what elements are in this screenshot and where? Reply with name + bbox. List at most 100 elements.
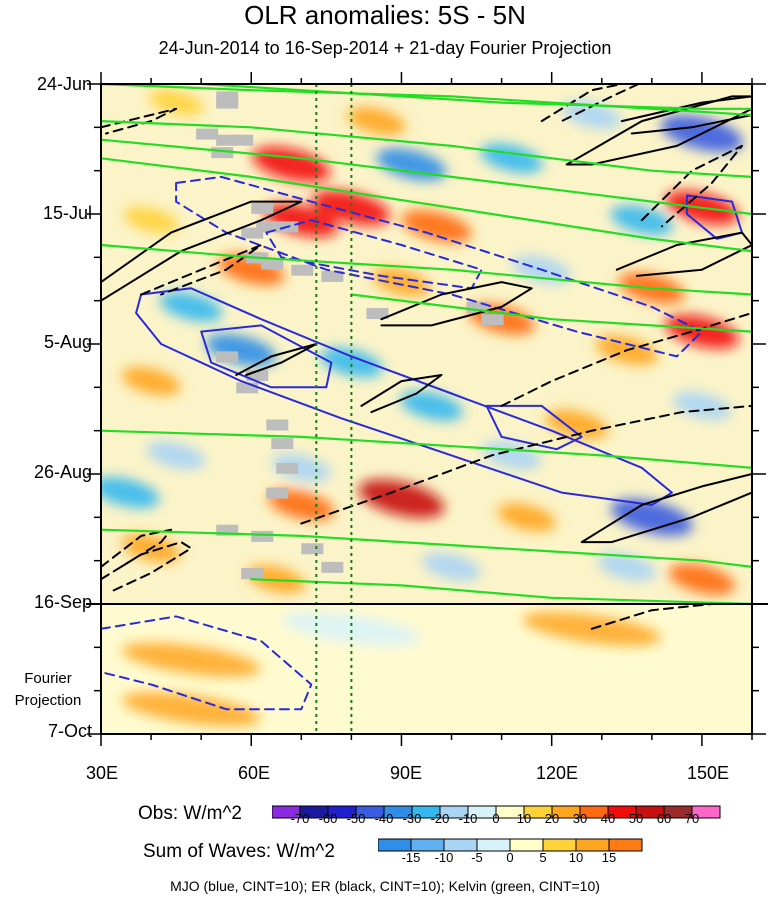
- hovmoller-plot: [86, 72, 768, 746]
- kelvin-contour: [101, 120, 752, 178]
- missing-data-cell: [251, 202, 274, 214]
- missing-data-cell: [276, 462, 299, 474]
- projection-blob: [282, 611, 421, 646]
- x-tick-label: 90E: [389, 763, 423, 783]
- missing-data-cell: [481, 314, 504, 326]
- missing-data-cell: [321, 561, 344, 573]
- chart-title: OLR anomalies: 5S - 5N: [244, 0, 526, 30]
- er-contour: [101, 107, 178, 135]
- anomaly-blob: [376, 148, 447, 181]
- missing-data-cell: [236, 382, 259, 394]
- projection-blob: [121, 642, 261, 677]
- missing-data-cell: [241, 227, 264, 239]
- colorbar-label: 0: [492, 811, 500, 826]
- missing-data-cell: [271, 438, 294, 450]
- mjo-contour: [200, 324, 333, 389]
- plot-frame: [100, 83, 753, 735]
- wave-contours: [101, 84, 752, 711]
- x-tick-label: 60E: [237, 763, 271, 783]
- kelvin-contour: [250, 578, 752, 606]
- projection-blob: [121, 692, 261, 727]
- colorbar-label: 70: [684, 811, 700, 826]
- colorbar-label: -5: [471, 850, 483, 865]
- kelvin-contour: [101, 84, 752, 117]
- missing-data-cell: [196, 128, 219, 140]
- colorbar-label: 5: [539, 850, 547, 865]
- x-tick-label: 30E: [85, 763, 119, 783]
- chart-subtitle: 24-Jun-2014 to 16-Sep-2014 + 21-day Four…: [158, 38, 612, 58]
- missing-data-cell: [246, 369, 269, 381]
- kelvin-contour: [101, 528, 752, 568]
- anomaly-blob: [146, 441, 206, 470]
- missing-data-cell: [266, 419, 289, 431]
- colorbar-label: 50: [628, 811, 644, 826]
- colorbar-label: 40: [600, 811, 616, 826]
- missing-data-cell: [466, 301, 489, 313]
- colorbar-label: -10: [434, 850, 454, 865]
- colorbar-swatch: [691, 805, 721, 819]
- colorbar-label: -10: [458, 811, 478, 826]
- kelvin-contour: [183, 84, 752, 110]
- missing-data-cell: [216, 91, 239, 103]
- mjo-contour: [101, 615, 313, 711]
- missing-data-cell: [301, 543, 324, 555]
- anomaly-blob: [401, 210, 472, 243]
- anomaly-blob: [148, 89, 204, 116]
- anomaly-blob: [358, 479, 445, 519]
- colorbar-label: 10: [568, 850, 584, 865]
- colorbar-label: 60: [656, 811, 672, 826]
- missing-data-cell: [251, 530, 274, 542]
- er-contour: [380, 281, 533, 327]
- missing-data-cell: [216, 351, 239, 363]
- y-tick-label: 5-Aug: [43, 332, 92, 352]
- anomaly-blob: [672, 391, 732, 420]
- missing-data-cell: [256, 221, 279, 233]
- obs-colorbar: [272, 805, 721, 819]
- er-contour: [580, 473, 752, 544]
- er-contour: [101, 528, 173, 568]
- colorbar-label: -15: [401, 850, 421, 865]
- er-contour: [101, 200, 303, 302]
- anomaly-blob: [159, 292, 223, 322]
- missing-data-cell: [366, 308, 389, 320]
- anomaly-field: [101, 84, 752, 734]
- mjo-contour: [485, 404, 583, 451]
- kelvin-contour: [350, 293, 752, 333]
- anomaly-blob: [372, 268, 431, 297]
- er-contour: [565, 95, 752, 166]
- colorbar-label: 15: [601, 850, 617, 865]
- wave-colorbar: [378, 838, 643, 852]
- er-contour: [500, 312, 752, 407]
- colorbar-label: -30: [402, 811, 422, 826]
- colorbar-label: -60: [318, 811, 338, 826]
- anomaly-blob: [101, 477, 160, 509]
- projection-label: Fourier Projection: [0, 668, 96, 712]
- mjo-contour: [175, 175, 703, 358]
- colorbar-swatch: [608, 838, 643, 852]
- y-tick-label: 16-Sep: [33, 592, 92, 612]
- missing-data-cell: [261, 258, 284, 270]
- anomaly-blob: [123, 206, 179, 234]
- y-tick-label: 24-Jun: [36, 74, 92, 94]
- anomaly-blob: [597, 552, 657, 581]
- missing-data-cell: [266, 487, 289, 499]
- kelvin-contour: [101, 138, 752, 216]
- missing-data-cell: [241, 568, 264, 580]
- anomaly-blob: [121, 367, 181, 396]
- anomaly-blob: [400, 391, 463, 421]
- kelvin-contour: [101, 429, 752, 469]
- y-tick-label: 26-Aug: [33, 462, 92, 482]
- x-tick-label: 120E: [535, 763, 579, 783]
- y-tick-label: 7-Oct: [47, 721, 92, 741]
- anomaly-blob: [610, 498, 693, 536]
- anomaly-blob: [562, 100, 622, 130]
- obs-legend-title: Obs: W/m^2: [138, 803, 242, 824]
- missing-data-cell: [291, 264, 314, 276]
- projection-label-line2: Projection: [14, 692, 82, 709]
- kelvin-contour: [101, 157, 752, 253]
- colorbar-label: 30: [572, 811, 588, 826]
- anomaly-blob: [347, 107, 406, 136]
- missing-data-cell: [216, 97, 239, 109]
- colorbar-label: 0: [506, 850, 514, 865]
- projection-label-line1: Fourier: [24, 670, 72, 687]
